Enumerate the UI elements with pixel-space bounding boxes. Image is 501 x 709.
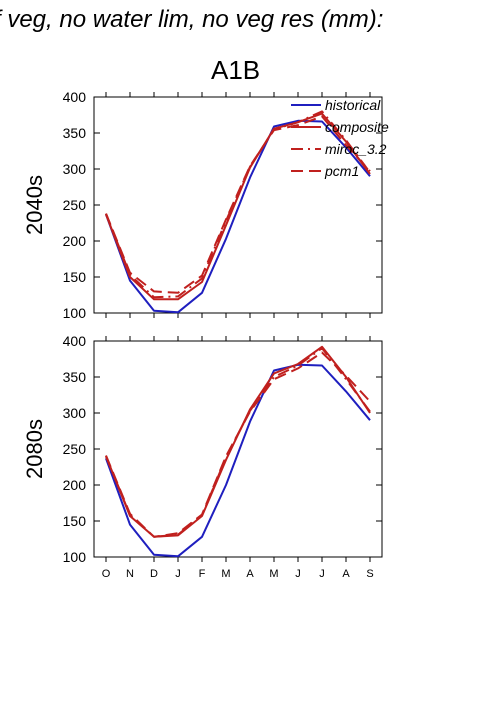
panel-2080s-series-pcm1 (105, 351, 371, 538)
legend-label-pcm1: pcm1 (324, 163, 359, 179)
panel-2080s-xtick-label: A (342, 568, 350, 580)
panel-2040s-series-composite (105, 112, 371, 301)
panel-2080s-frame (93, 340, 383, 558)
panel-2080s-xtick-label: J (319, 568, 325, 580)
panel-2040s-series-miroc-3-2 (105, 110, 371, 299)
panel-2080s-xtick-label: M (221, 568, 230, 580)
panel-2080s-ytick-label: 400 (63, 333, 87, 349)
panel-2080s-xtick-label: J (295, 568, 301, 580)
panel-2040s-ytick-label: 400 (63, 89, 87, 105)
legend-label-historical: historical (325, 97, 381, 113)
panel-2080s-xtick-label: O (102, 568, 111, 580)
panel-2040s-label: 2040s (22, 175, 47, 235)
panel-2040s-ytick-label: 350 (63, 125, 87, 141)
panel-2080s-ytick-label: 100 (63, 549, 87, 565)
panel-2080s-xtick-label: J (175, 568, 181, 580)
panel-2040s-series-historical (105, 119, 371, 314)
panel-2080s-series-historical (105, 363, 371, 558)
panel-2080s-ytick-label: 150 (63, 513, 87, 529)
legend-label-miroc-3-2: miroc_3.2 (325, 141, 387, 157)
panel-2080s-ytick-label: 350 (63, 369, 87, 385)
panel-2080s-ytick-label: 200 (63, 477, 87, 493)
panel-2040s-ytick-label: 300 (63, 161, 87, 177)
panel-2080s-ytick-label: 250 (63, 441, 87, 457)
panel-2040s-ytick-label: 200 (63, 233, 87, 249)
panel-2080s-xtick-label: S (366, 568, 373, 580)
page-title: f veg, no water lim, no veg res (mm): (0, 6, 384, 33)
panel-2040s-series-pcm1 (105, 115, 371, 294)
panel-2080s-xtick-label: A (246, 568, 254, 580)
legend-label-composite: composite (325, 119, 389, 135)
panel-2040s-ytick-label: 250 (63, 197, 87, 213)
panel-2080s-label: 2080s (22, 419, 47, 479)
panel-2080s-xtick-label: M (269, 568, 278, 580)
scenario-title: A1B (211, 55, 261, 85)
panel-2080s-xtick-label: D (150, 568, 158, 580)
panel-2040s-ytick-label: 150 (63, 269, 87, 285)
panel-2040s-ytick-label: 100 (63, 305, 87, 321)
panel-2080s-xtick-label: N (126, 568, 134, 580)
panel-2080s-xtick-label: F (199, 568, 206, 580)
panel-2080s-ytick-label: 300 (63, 405, 87, 421)
panel-2080s-series-miroc-3-2 (105, 347, 371, 538)
